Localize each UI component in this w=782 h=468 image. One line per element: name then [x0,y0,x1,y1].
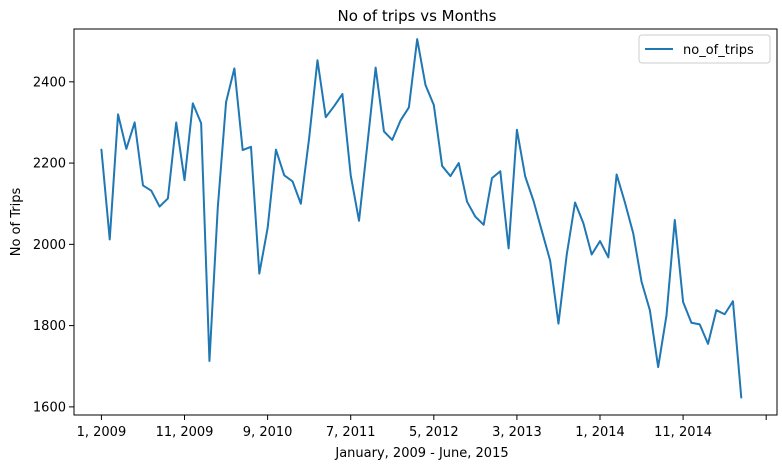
y-axis-ticks: 1600 1800 2000 2200 2400 [33,75,74,415]
x-tick-label: 7, 2011 [326,425,376,440]
series-line-no_of_trips [100,38,743,399]
x-axis-ticks: 1, 2009 11, 2009 9, 2010 7, 2011 5, 2012 3, 2… [77,415,767,440]
series-layer [100,38,743,399]
x-tick-label: 5, 2012 [409,425,459,440]
y-tick-label: 1800 [33,319,66,334]
x-tick-label: 1, 2009 [77,425,127,440]
y-tick-label: 1600 [33,400,66,415]
x-tick-label: 9, 2010 [243,425,293,440]
legend-box [638,34,771,64]
chart-title: No of trips vs Months [337,7,496,25]
x-tick-label: 11, 2014 [654,425,712,440]
plot-frame [73,28,778,416]
y-tick-label: 2400 [33,75,66,90]
legend: no_of_trips [638,34,771,64]
x-tick-label: 1, 2014 [575,425,625,440]
legend-label: no_of_trips [683,43,754,58]
y-tick-label: 2000 [33,238,66,253]
y-axis-label: No of Trips [9,188,24,257]
y-tick-label: 2200 [33,157,66,172]
x-tick-label: 11, 2009 [156,425,214,440]
x-tick-label: 3, 2013 [492,425,542,440]
x-axis-label: January, 2009 - June, 2015 [334,446,508,461]
